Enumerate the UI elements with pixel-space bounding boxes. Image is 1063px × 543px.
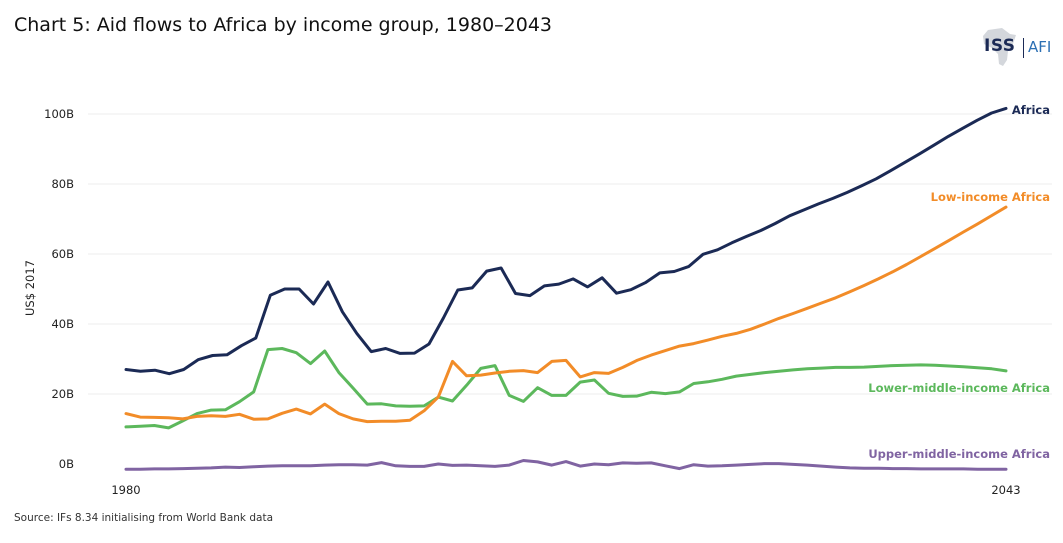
series-line-low-income-africa — [124, 205, 1008, 424]
y-tick-label: 100B — [44, 107, 74, 121]
africa-map-icon — [983, 28, 1016, 66]
series-lines — [124, 106, 1008, 471]
y-tick-label: 40B — [51, 317, 74, 331]
series-labels: Africa Low-income Africa Lower-middle-inco… — [868, 103, 1050, 461]
y-tick-label: 20B — [51, 387, 74, 401]
x-tick-label: 2043 — [991, 483, 1020, 497]
series-line-africa — [124, 106, 1008, 376]
y-tick-label: 80B — [51, 177, 74, 191]
series-label-africa: Africa — [1012, 103, 1050, 117]
iss-afi-logo: ISS AFI — [980, 26, 1063, 70]
y-tick-label: 60B — [51, 247, 74, 261]
series-line-upper-middle-income-africa — [124, 459, 1008, 471]
source-note: Source: IFs 8.34 initialising from World… — [14, 512, 273, 524]
logo-secondary-text: AFI — [1028, 38, 1052, 56]
series-label-low-income-africa: Low-income Africa — [931, 190, 1050, 204]
y-tick-label: 0B — [59, 457, 74, 471]
logo-primary-text: ISS — [984, 36, 1016, 56]
series-label-lower-middle-income-africa: Lower-middle-income Africa — [868, 381, 1050, 395]
y-axis-tick-labels: 0B 20B 40B 60B 80B 100B — [44, 107, 74, 471]
y-axis-title: US$ 2017 — [23, 260, 37, 316]
chart-title: Chart 5: Aid flows to Africa by income g… — [14, 14, 553, 36]
x-tick-label: 1980 — [111, 483, 140, 497]
series-label-upper-middle-income-africa: Upper-middle-income Africa — [868, 447, 1050, 461]
x-axis-tick-labels: 1980 2043 — [111, 483, 1020, 497]
series-line-lower-middle-income-africa — [124, 347, 1008, 430]
logo-divider — [1023, 38, 1024, 58]
